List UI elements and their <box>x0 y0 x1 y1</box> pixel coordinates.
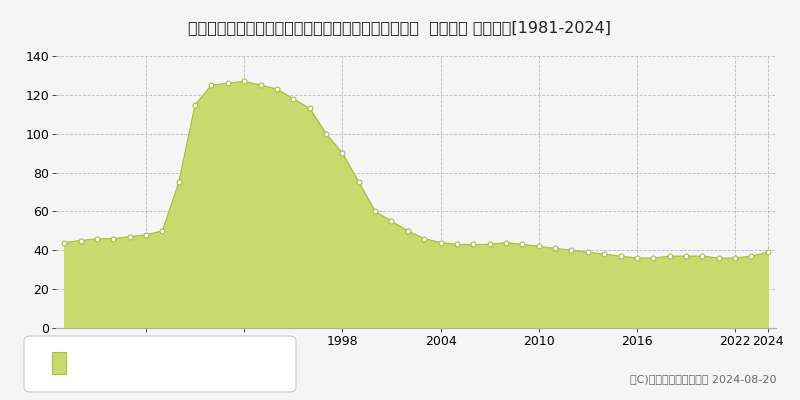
Text: 地価公示 平均坪単価(万円/坪): 地価公示 平均坪単価(万円/坪) <box>74 358 182 371</box>
Text: （C)土地価格ドットコム 2024-08-20: （C)土地価格ドットコム 2024-08-20 <box>630 374 776 384</box>
Text: 東京都西多摩郡瑞穂町大字箱根ケ崎字狭山１８８番６  地価公示 地価推移[1981-2024]: 東京都西多摩郡瑞穂町大字箱根ケ崎字狭山１８８番６ 地価公示 地価推移[1981-… <box>189 20 611 35</box>
